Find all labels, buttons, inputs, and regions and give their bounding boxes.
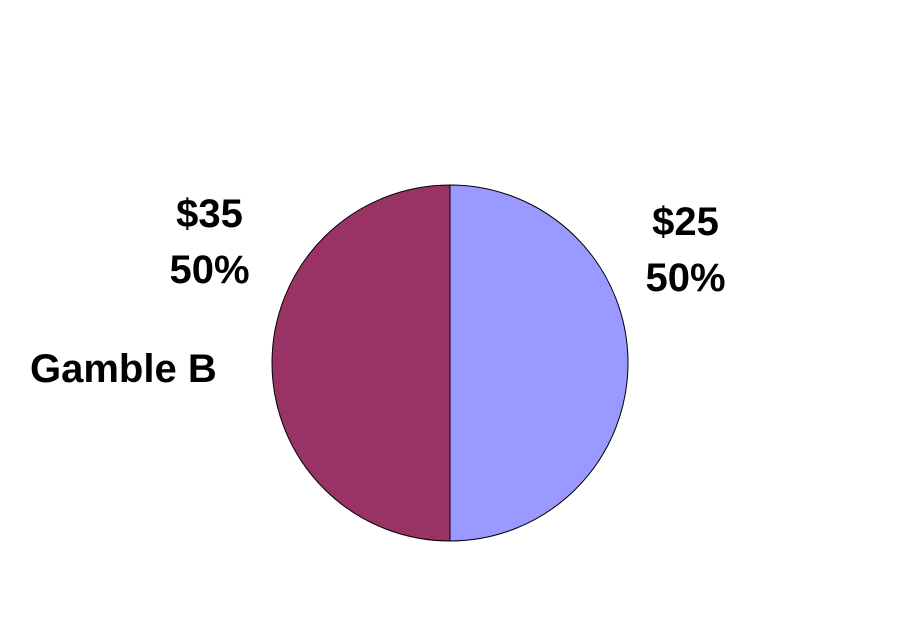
pie-slice-1 bbox=[271, 184, 451, 542]
slice-value-label: $25 bbox=[652, 200, 719, 244]
pie-slice-0 bbox=[449, 184, 629, 542]
slice-percent-label: 50% bbox=[169, 248, 250, 292]
slice-label-25: $25 50% bbox=[628, 194, 743, 306]
chart-series-label: Gamble B bbox=[30, 347, 217, 391]
slice-label-35: $35 50% bbox=[152, 186, 267, 298]
slice-value-label: $35 bbox=[176, 192, 243, 236]
slice-percent-label: 50% bbox=[645, 256, 726, 300]
